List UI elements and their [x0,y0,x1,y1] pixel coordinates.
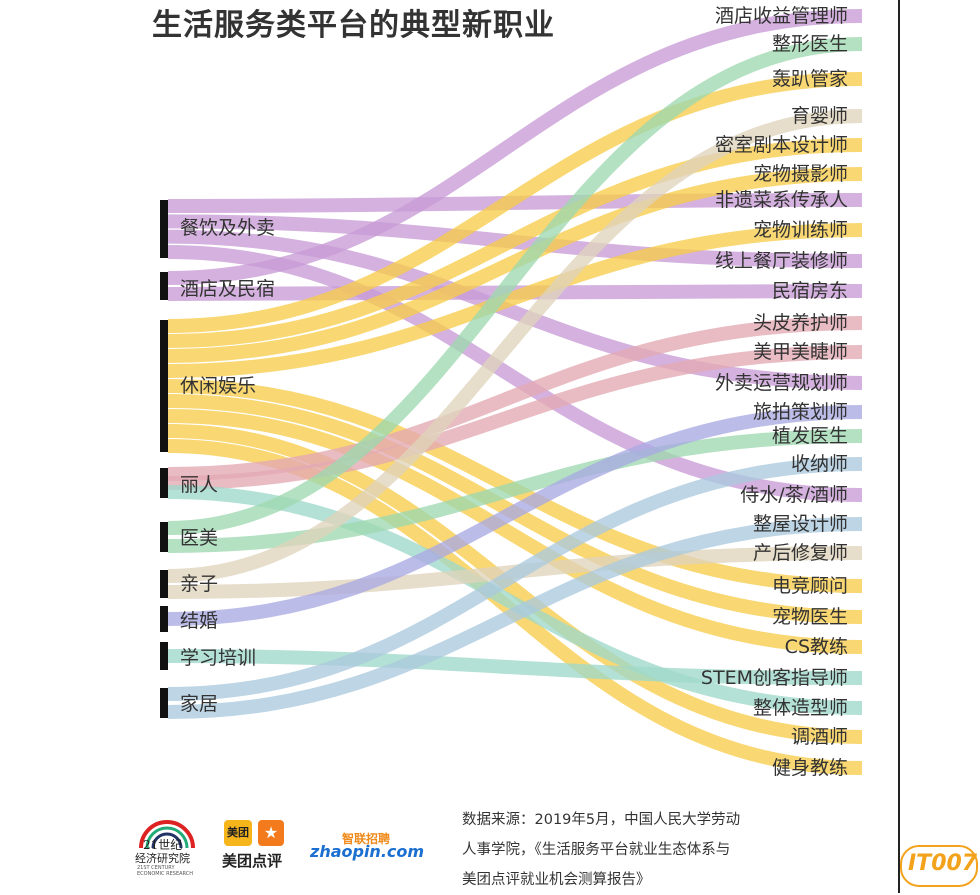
sankey-link-医美-整形医生 [167,37,863,535]
category-label: 亲子 [180,573,218,595]
page-title: 生活服务类平台的典型新职业 [152,8,555,43]
sankey-link-休闲娱乐-宠物训练师 [167,223,863,378]
category-bar-家居 [160,688,168,718]
sankey-link-结婚-旅拍策划师 [167,405,863,626]
logo-meituan-dianping: 美团 ★ 美团点评 [222,818,302,874]
sankey-link-休闲娱乐-CS教练 [167,409,863,654]
job-label: 侍水/茶/酒师 [740,484,848,506]
job-label: CS教练 [785,636,848,658]
job-label: 头皮养护师 [753,312,848,334]
job-label: 美甲美睫师 [753,341,848,363]
logo-21-line1: 21世纪 [143,838,183,852]
sankey-link-亲子-育婴师 [167,109,863,583]
sankey-link-家居-整屋设计师 [167,517,863,719]
job-label: 健身教练 [772,757,848,779]
category-label: 学习培训 [180,647,256,669]
job-label: 整体造型师 [753,697,848,719]
dianping-person-icon: ★ [258,820,284,846]
category-label: 结婚 [180,610,218,632]
category-bar-学习培训 [160,642,168,670]
sankey-link-休闲娱乐-轰趴管家 [167,72,863,333]
category-label: 家居 [180,693,218,715]
category-bar-休闲娱乐 [160,320,168,452]
job-label: 线上餐厅装修师 [715,250,848,272]
job-label: 外卖运营规划师 [715,372,848,394]
category-bar-结婚 [160,606,168,632]
category-bar-亲子 [160,570,168,598]
category-label: 丽人 [180,474,218,496]
data-source-note: 数据来源：2019年5月，中国人民大学劳动 人事学院，《生活服务平台就业生态体系… [462,805,842,895]
job-label: 密室剧本设计师 [715,134,848,156]
job-label: 产后修复师 [753,542,848,564]
job-label: 植发医生 [772,425,848,447]
meituan-name: 美团点评 [222,852,283,870]
category-bars [160,200,168,718]
logo-21-line3: 21ST CENTURY ECONOMIC RESEARCH [137,865,193,877]
job-label: 宠物训练师 [753,219,848,241]
source-line-3: 美团点评就业机会测算报告》 [462,872,651,888]
sankey-link-丽人-美甲美睫师 [167,345,863,490]
category-label: 医美 [180,527,218,549]
job-label: 整屋设计师 [753,513,848,535]
sankey-links [167,9,863,775]
job-labels: 酒店收益管理师整形医生轰趴管家育婴师密室剧本设计师宠物摄影师非遗菜系传承人宠物训… [701,5,848,779]
sankey-link-酒店及民宿-酒店收益管理师 [167,9,863,285]
logo-zhaopin: 智联招聘 zhaopin.com [310,830,424,870]
category-label: 酒店及民宿 [180,278,275,300]
zhaopin-cn: 智联招聘 [342,832,391,846]
watermark-text: IT007 [908,851,978,876]
job-label: 调酒师 [791,726,848,748]
sankey-link-休闲娱乐-宠物摄影师 [167,167,863,363]
job-label: 旅拍策划师 [753,401,848,423]
watermark-it007: IT007 [900,845,978,887]
job-label: STEM创客指导师 [701,667,848,689]
job-label: 酒店收益管理师 [715,5,848,27]
category-label: 休闲娱乐 [180,375,256,397]
job-label: 轰趴管家 [772,68,848,90]
source-line-1: 数据来源：2019年5月，中国人民大学劳动 [462,812,741,828]
sankey-link-休闲娱乐-密室剧本设计师 [167,138,863,348]
sankey-link-医美-植发医生 [167,429,863,553]
category-bar-餐饮及外卖 [160,200,168,258]
sankey-link-家居-收纳师 [167,457,863,701]
job-label: 整形医生 [772,33,848,55]
watermark-bubble [900,845,978,887]
logo-21-line2: 经济研究院 [135,852,190,865]
zhaopin-en: zhaopin.com [310,842,425,861]
source-line-2: 人事学院，《生活服务平台就业生态体系与 [462,842,731,858]
category-label: 餐饮及外卖 [180,217,275,239]
job-label: 非遗菜系传承人 [715,189,848,211]
sankey-link-丽人-头皮养护师 [167,316,863,481]
logo-21st-century-institute: 21世纪 经济研究院 21ST CENTURY ECONOMIC RESEARC… [135,820,199,877]
job-label: 宠物医生 [772,606,848,628]
logo-21-arc-icon [139,820,195,849]
job-label: 电竞顾问 [772,575,848,597]
job-label: 民宿房东 [772,280,848,302]
job-label: 育婴师 [791,105,848,127]
sankey-link-餐饮及外卖-外卖运营规划师 [167,229,863,390]
right-border-line [898,0,900,893]
meituan-badge: 美团 [224,820,252,846]
category-bar-医美 [160,522,168,552]
job-label: 收纳师 [791,453,848,475]
category-bar-酒店及民宿 [160,272,168,300]
job-label: 宠物摄影师 [753,163,848,185]
category-bar-丽人 [160,468,168,498]
sankey-link-学习培训-STEM创客指导师 [167,649,863,685]
